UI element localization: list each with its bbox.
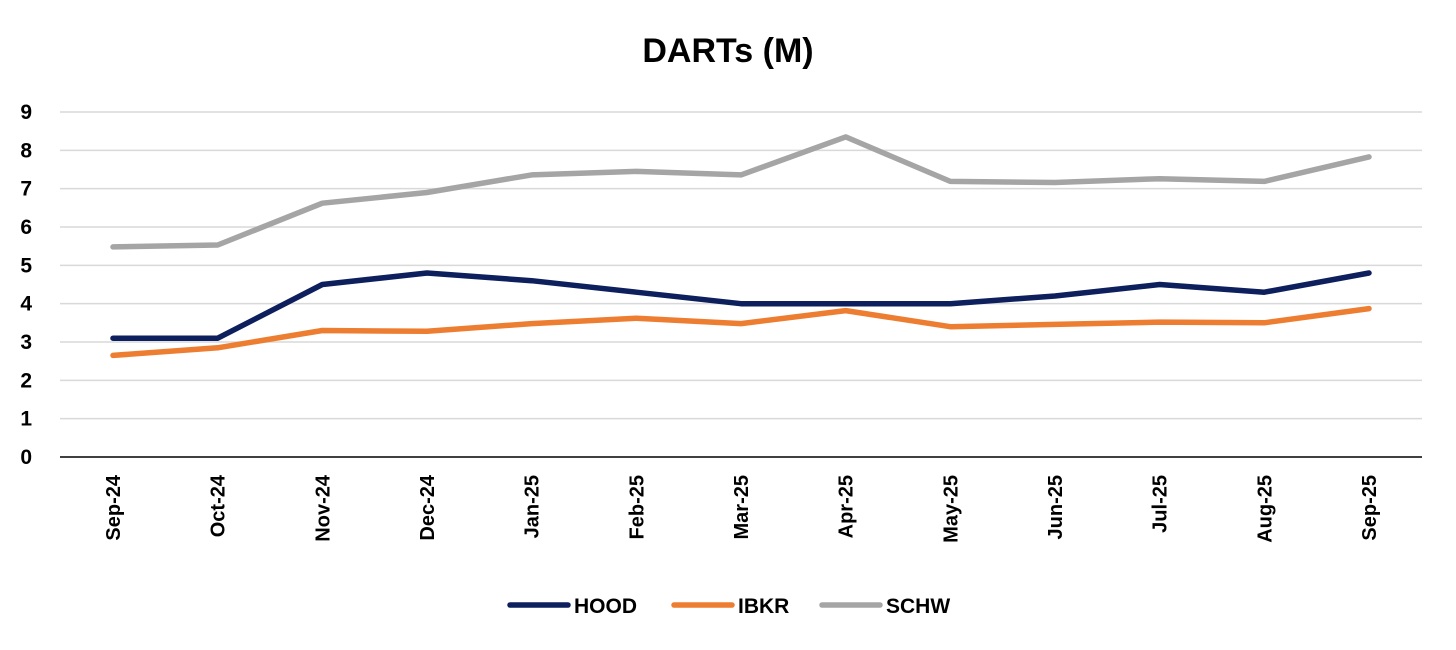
- y-tick-label: 4: [20, 293, 32, 316]
- series-line-hood: [110, 270, 1372, 341]
- y-tick-label: 6: [20, 216, 32, 239]
- series-lines: [110, 134, 1372, 359]
- x-tick-label: Sep-25: [1359, 475, 1381, 541]
- y-tick-label: 9: [20, 101, 32, 124]
- x-tick-label: Oct-24: [208, 474, 230, 537]
- x-tick-label: Apr-25: [836, 475, 858, 538]
- y-tick-label: 3: [20, 331, 32, 354]
- y-tick-label: 1: [20, 408, 32, 431]
- y-tick-label: 0: [20, 446, 32, 469]
- x-tick-label: Sep-24: [103, 474, 125, 540]
- series-line-ibkr: [110, 305, 1372, 359]
- legend: HOOD IBKR SCHW: [507, 595, 950, 618]
- series-line-schw: [110, 134, 1372, 250]
- y-axis-ticks: 0 1 2 3 4 5 6 7 8 9: [20, 101, 32, 469]
- y-tick-label: 8: [20, 139, 32, 162]
- y-tick-label: 2: [20, 369, 32, 392]
- x-tick-label: Feb-25: [626, 475, 648, 539]
- legend-label-schw: SCHW: [886, 595, 950, 618]
- x-tick-label: Jul-25: [1150, 475, 1172, 533]
- chart-title: DARTs (M): [642, 32, 813, 70]
- legend-label-ibkr: IBKR: [738, 595, 789, 618]
- x-tick-label: Jun-25: [1045, 475, 1067, 539]
- legend-label-hood: HOOD: [574, 595, 637, 618]
- y-tick-label: 5: [20, 254, 32, 277]
- x-tick-label: Dec-24: [417, 474, 439, 540]
- x-tick-label: May-25: [940, 475, 962, 543]
- gridlines: [60, 111, 1422, 420]
- y-tick-label: 7: [20, 178, 32, 201]
- x-tick-label: Jan-25: [522, 475, 544, 538]
- x-axis-ticks: Sep-24 Oct-24 Nov-24 Dec-24 Jan-25 Feb-25 Mar-…: [103, 474, 1381, 543]
- x-tick-label: Nov-24: [312, 474, 334, 542]
- x-tick-label: Aug-25: [1254, 475, 1276, 543]
- x-tick-label: Mar-25: [731, 475, 753, 539]
